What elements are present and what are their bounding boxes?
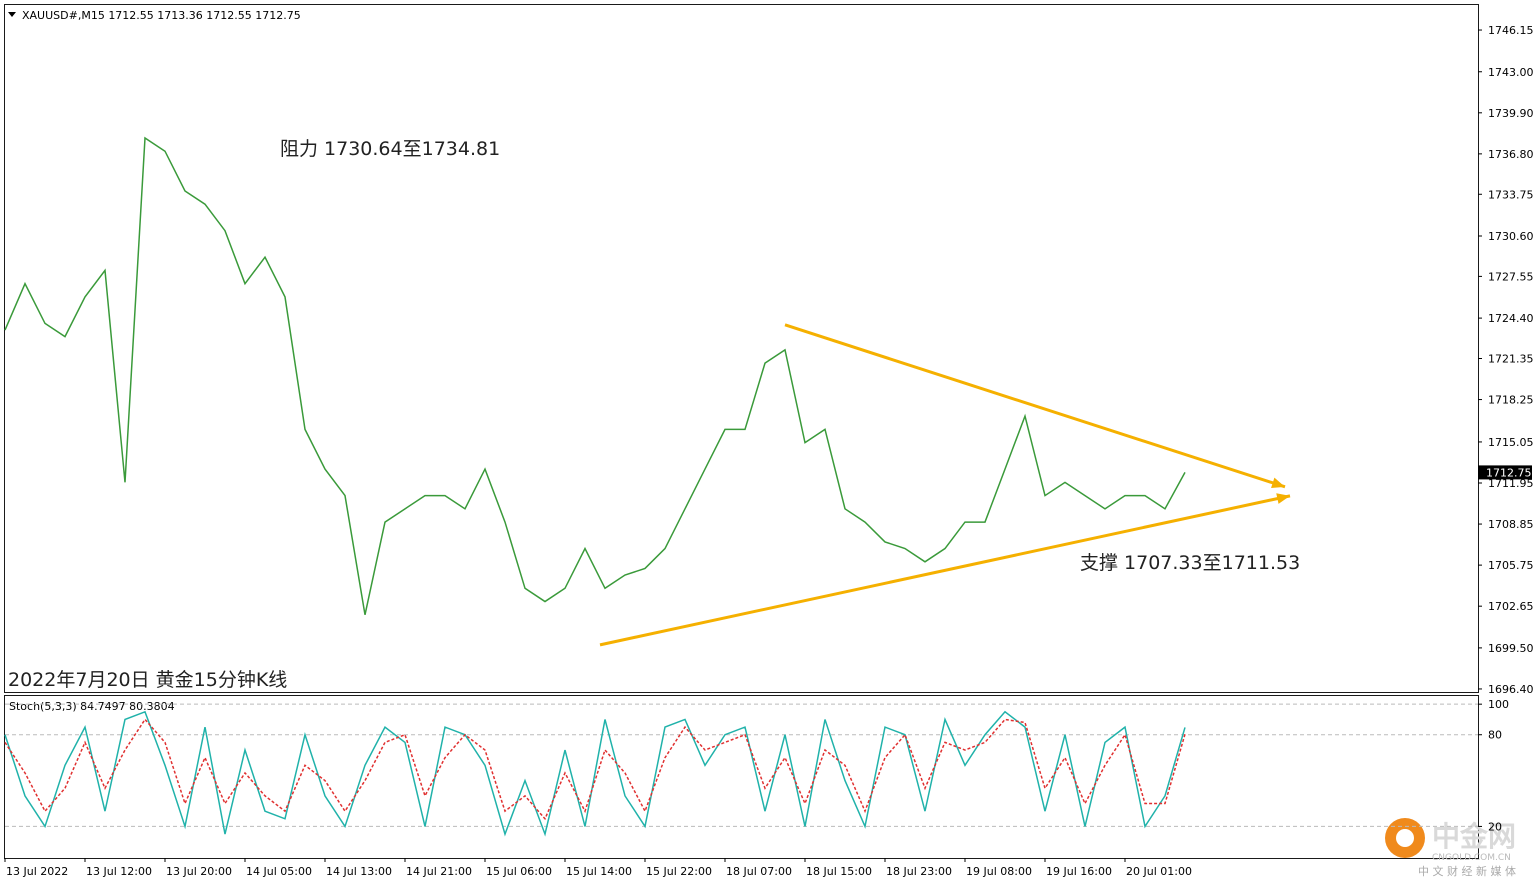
y-tick-label: 1696.40 [1488, 683, 1534, 696]
x-tick-label: 15 Jul 22:00 [646, 865, 712, 878]
y-tick-label: 1736.80 [1488, 148, 1534, 161]
watermark: 中金网 [1432, 820, 1516, 853]
x-tick-label: 14 Jul 05:00 [246, 865, 312, 878]
y-tick-label: 100 [1488, 698, 1509, 711]
chart-caption: 2022年7月20日 黄金15分钟K线 [8, 669, 287, 691]
y-tick-label: 1711.95 [1488, 477, 1534, 490]
trendline [599, 494, 1291, 647]
y-tick-label: 1746.15 [1488, 24, 1534, 37]
watermark-slogan: 中 文 财 经 新 媒 体 [1418, 864, 1516, 878]
y-tick-label: 1718.25 [1488, 394, 1534, 407]
y-tick-label: 80 [1488, 729, 1502, 742]
series-line [4, 718, 1186, 821]
y-tick-label: 1721.35 [1488, 352, 1534, 365]
series-line [4, 710, 1186, 837]
logo-inner [1396, 829, 1414, 847]
support-note: 支撑 1707.33至1711.53 [1080, 552, 1300, 574]
y-tick-label: 1708.85 [1488, 518, 1534, 531]
x-tick-label: 18 Jul 07:00 [726, 865, 792, 878]
trendline [784, 323, 1286, 489]
x-tick-label: 15 Jul 06:00 [486, 865, 552, 878]
series-line [4, 136, 1186, 615]
x-tick-label: 14 Jul 21:00 [406, 865, 472, 878]
last-price-label: 1712.75 [1486, 466, 1532, 479]
y-tick-label: 1715.05 [1488, 436, 1534, 449]
y-tick-label: 1727.55 [1488, 270, 1534, 283]
x-tick-label: 14 Jul 13:00 [326, 865, 392, 878]
symbol-marker [8, 12, 16, 17]
stoch-pane [4, 695, 1479, 859]
y-tick-label: 1699.50 [1488, 642, 1534, 655]
x-tick-label: 13 Jul 12:00 [86, 865, 152, 878]
x-tick-label: 13 Jul 20:00 [166, 865, 232, 878]
x-tick-label: 15 Jul 14:00 [566, 865, 632, 878]
price-title: XAUUSD#,M15 1712.55 1713.36 1712.55 1712… [22, 9, 301, 22]
x-tick-label: 19 Jul 16:00 [1046, 865, 1112, 878]
resistance-note: 阻力 1730.64至1734.81 [280, 138, 500, 160]
watermark-url: CNGOLD.COM.CN [1432, 853, 1511, 863]
x-tick-label: 13 Jul 2022 [6, 865, 68, 878]
last-price-box [1478, 465, 1532, 480]
y-tick-label: 1739.90 [1488, 107, 1534, 120]
y-tick-label: 1702.65 [1488, 600, 1534, 613]
price-pane [4, 4, 1479, 693]
y-tick-label: 1743.00 [1488, 66, 1534, 79]
y-tick-label: 1733.75 [1488, 188, 1534, 201]
y-tick-label: 20 [1488, 820, 1502, 833]
x-tick-label: 20 Jul 01:00 [1126, 865, 1192, 878]
arrow-head [1271, 477, 1285, 489]
y-tick-label: 1705.75 [1488, 559, 1534, 572]
y-tick-label: 1730.60 [1488, 230, 1534, 243]
x-tick-label: 18 Jul 23:00 [886, 865, 952, 878]
x-tick-label: 18 Jul 15:00 [806, 865, 872, 878]
y-tick-label: 1724.40 [1488, 312, 1534, 325]
arrow-head [1276, 493, 1290, 504]
x-tick-label: 19 Jul 08:00 [966, 865, 1032, 878]
stoch-title: Stoch(5,3,3) 84.7497 80.3804 [9, 700, 175, 713]
